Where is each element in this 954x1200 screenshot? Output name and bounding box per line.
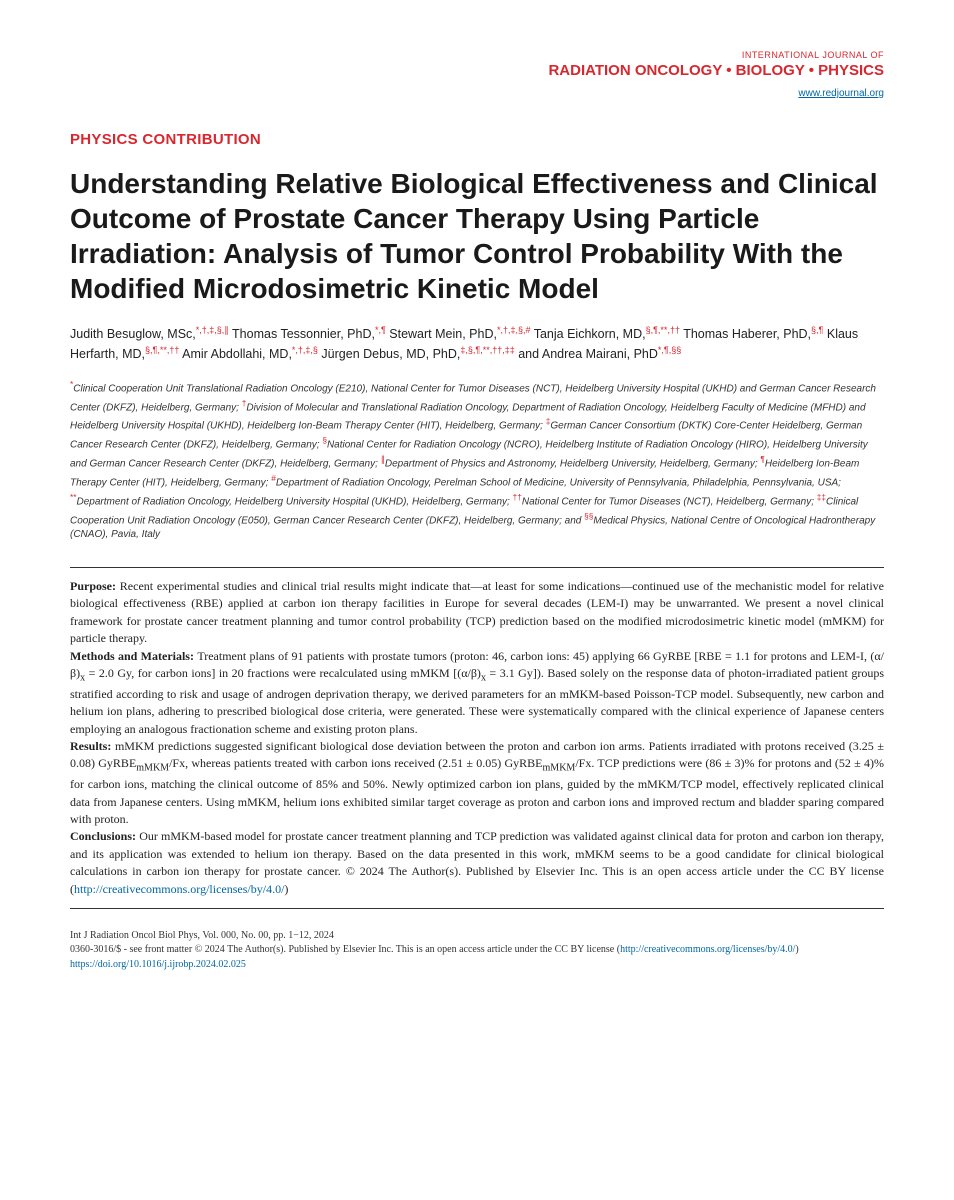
cc-license-link[interactable]: http://creativecommons.org/licenses/by/4… <box>74 882 284 896</box>
footer: Int J Radiation Oncol Biol Phys, Vol. 00… <box>70 929 884 973</box>
footer-copyright: 0360-3016/$ - see front matter © 2024 Th… <box>70 943 884 958</box>
abstract-methods-label: Methods and Materials: <box>70 649 197 663</box>
authors-block: Judith Besuglow, MSc,*,†,‡,§,∥ Thomas Te… <box>70 324 884 364</box>
footer-doi: https://doi.org/10.1016/j.ijrobp.2024.02… <box>70 958 884 973</box>
abstract-purpose: Recent experimental studies and clinical… <box>70 579 884 645</box>
journal-header: INTERNATIONAL JOURNAL OF RADIATION ONCOL… <box>70 50 884 101</box>
journal-pretitle: INTERNATIONAL JOURNAL OF <box>70 50 884 60</box>
section-label: PHYSICS CONTRIBUTION <box>70 131 884 148</box>
page: INTERNATIONAL JOURNAL OF RADIATION ONCOL… <box>0 0 954 1002</box>
abstract: Purpose: Recent experimental studies and… <box>70 567 884 909</box>
abstract-results-label: Results: <box>70 739 115 753</box>
journal-url-link[interactable]: www.redjournal.org <box>798 88 884 99</box>
doi-link[interactable]: https://doi.org/10.1016/j.ijrobp.2024.02… <box>70 959 246 970</box>
footer-license-link[interactable]: http://creativecommons.org/licenses/by/4… <box>620 944 795 955</box>
abstract-purpose-label: Purpose: <box>70 579 120 593</box>
abstract-results: mMKM predictions suggested significant b… <box>70 739 884 826</box>
abstract-conclusions: Our mMKM-based model for prostate cancer… <box>70 829 884 895</box>
affiliations-block: *Clinical Cooperation Unit Translational… <box>70 378 884 543</box>
footer-citation: Int J Radiation Oncol Biol Phys, Vol. 00… <box>70 929 884 944</box>
abstract-conclusions-label: Conclusions: <box>70 829 139 843</box>
article-title: Understanding Relative Biological Effect… <box>70 166 884 306</box>
journal-title: RADIATION ONCOLOGY • BIOLOGY • PHYSICS <box>70 62 884 79</box>
